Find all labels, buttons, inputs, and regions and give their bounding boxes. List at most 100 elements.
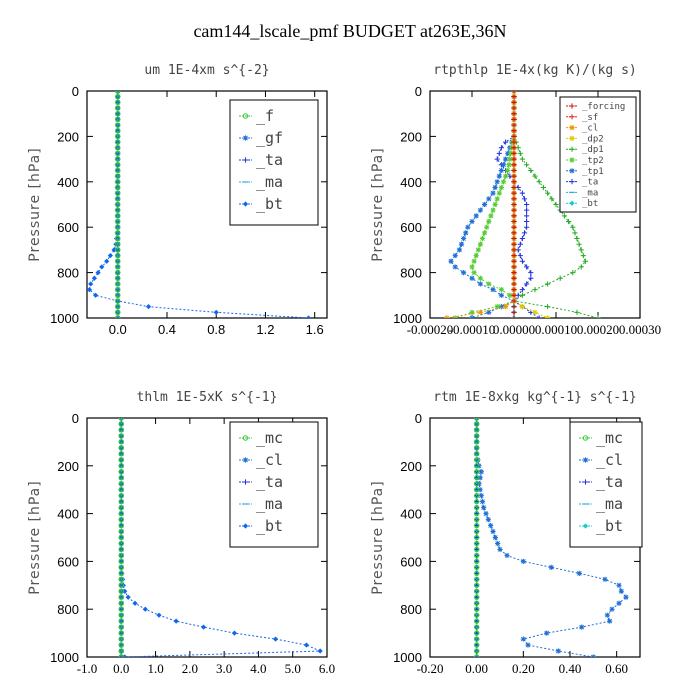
data-point — [511, 128, 517, 134]
data-point — [503, 139, 509, 145]
data-point — [115, 258, 121, 264]
series-line-dp2 — [513, 91, 548, 318]
legend-marker — [242, 435, 249, 441]
x-tick-label: 0.20 — [512, 661, 535, 676]
data-point — [469, 264, 475, 270]
data-point — [213, 309, 219, 315]
data-point — [118, 600, 124, 606]
legend-label: _ta — [596, 473, 623, 491]
data-point — [115, 287, 121, 293]
data-point — [574, 309, 580, 315]
data-point — [511, 264, 517, 270]
data-point — [490, 287, 496, 293]
data-point — [473, 445, 480, 451]
y-tick-label: 0 — [415, 411, 422, 426]
data-point — [118, 576, 124, 583]
data-point — [115, 111, 121, 117]
data-point — [488, 213, 494, 219]
data-point — [118, 504, 124, 511]
data-point — [115, 264, 121, 270]
plot-frame — [86, 90, 328, 319]
data-point — [544, 630, 550, 636]
data-point — [524, 162, 530, 168]
data-point — [481, 505, 487, 511]
data-point — [566, 218, 572, 225]
data-point — [604, 612, 610, 618]
data-point — [511, 133, 517, 139]
data-point — [511, 196, 517, 202]
data-point — [118, 594, 124, 600]
data-point — [469, 218, 475, 225]
data-point — [490, 190, 496, 196]
legend-label: _dp1 — [582, 145, 604, 155]
legend-label: _ma — [256, 173, 283, 191]
data-point — [118, 475, 124, 481]
data-point — [118, 457, 124, 463]
data-point — [118, 594, 124, 600]
data-point — [498, 167, 504, 174]
data-point — [511, 315, 517, 318]
data-point — [473, 528, 480, 535]
data-point — [503, 304, 509, 310]
data-point — [618, 588, 624, 594]
data-point — [548, 564, 554, 570]
x-tick-label: 0.00030 — [619, 322, 661, 337]
data-point — [115, 116, 121, 123]
x-tick-label: 0.0 — [109, 322, 127, 337]
data-point — [115, 128, 121, 134]
legend-marker — [582, 457, 589, 463]
data-point — [506, 162, 512, 168]
data-point — [474, 439, 480, 445]
data-point — [473, 552, 480, 559]
data-point — [511, 190, 517, 196]
data-point — [469, 309, 475, 315]
data-point — [111, 247, 117, 253]
data-point — [118, 487, 124, 493]
y-tick-label: 1000 — [393, 650, 422, 665]
legend-label: _dp2 — [582, 134, 604, 144]
data-point — [465, 224, 471, 230]
x-tick-label: 0.00020 — [577, 322, 619, 337]
data-point — [118, 463, 124, 469]
data-point — [115, 99, 121, 106]
y-axis-label: Pressure [hPa] — [27, 147, 43, 261]
data-point — [118, 516, 124, 523]
data-point — [511, 218, 517, 225]
data-point — [536, 179, 542, 185]
data-point — [525, 642, 531, 648]
y-tick-label: 1000 — [393, 311, 422, 326]
y-tick-label: 600 — [400, 554, 422, 569]
data-point — [492, 534, 498, 541]
data-point — [473, 576, 480, 583]
data-point — [519, 190, 525, 196]
x-tick-label: 0.00010 — [535, 322, 577, 337]
data-point — [524, 224, 530, 230]
data-point — [115, 156, 121, 162]
data-point — [118, 522, 124, 529]
data-point — [115, 150, 121, 157]
data-point — [317, 648, 323, 654]
data-point — [490, 528, 496, 535]
data-point — [623, 594, 629, 600]
data-point — [118, 510, 124, 517]
y-tick-label: 600 — [57, 554, 79, 569]
data-point — [494, 196, 500, 202]
data-point — [511, 162, 517, 168]
panel-title: rtpthlp 1E-4x(kg K)/(kg s) — [433, 63, 637, 78]
data-point — [118, 546, 124, 553]
data-point — [473, 492, 480, 499]
data-point — [115, 218, 121, 225]
y-tick-label: 800 — [57, 266, 79, 281]
data-point — [115, 292, 121, 298]
data-point — [477, 309, 483, 315]
x-tick-label: -0.00010 — [449, 322, 496, 337]
x-tick-label: -0.20 — [416, 661, 443, 676]
data-point — [115, 91, 121, 94]
data-point — [118, 427, 124, 433]
data-point — [452, 264, 458, 270]
data-point — [473, 534, 480, 541]
data-point — [572, 230, 578, 236]
data-point — [115, 275, 121, 281]
legend-marker — [242, 457, 249, 463]
data-point — [473, 481, 480, 487]
